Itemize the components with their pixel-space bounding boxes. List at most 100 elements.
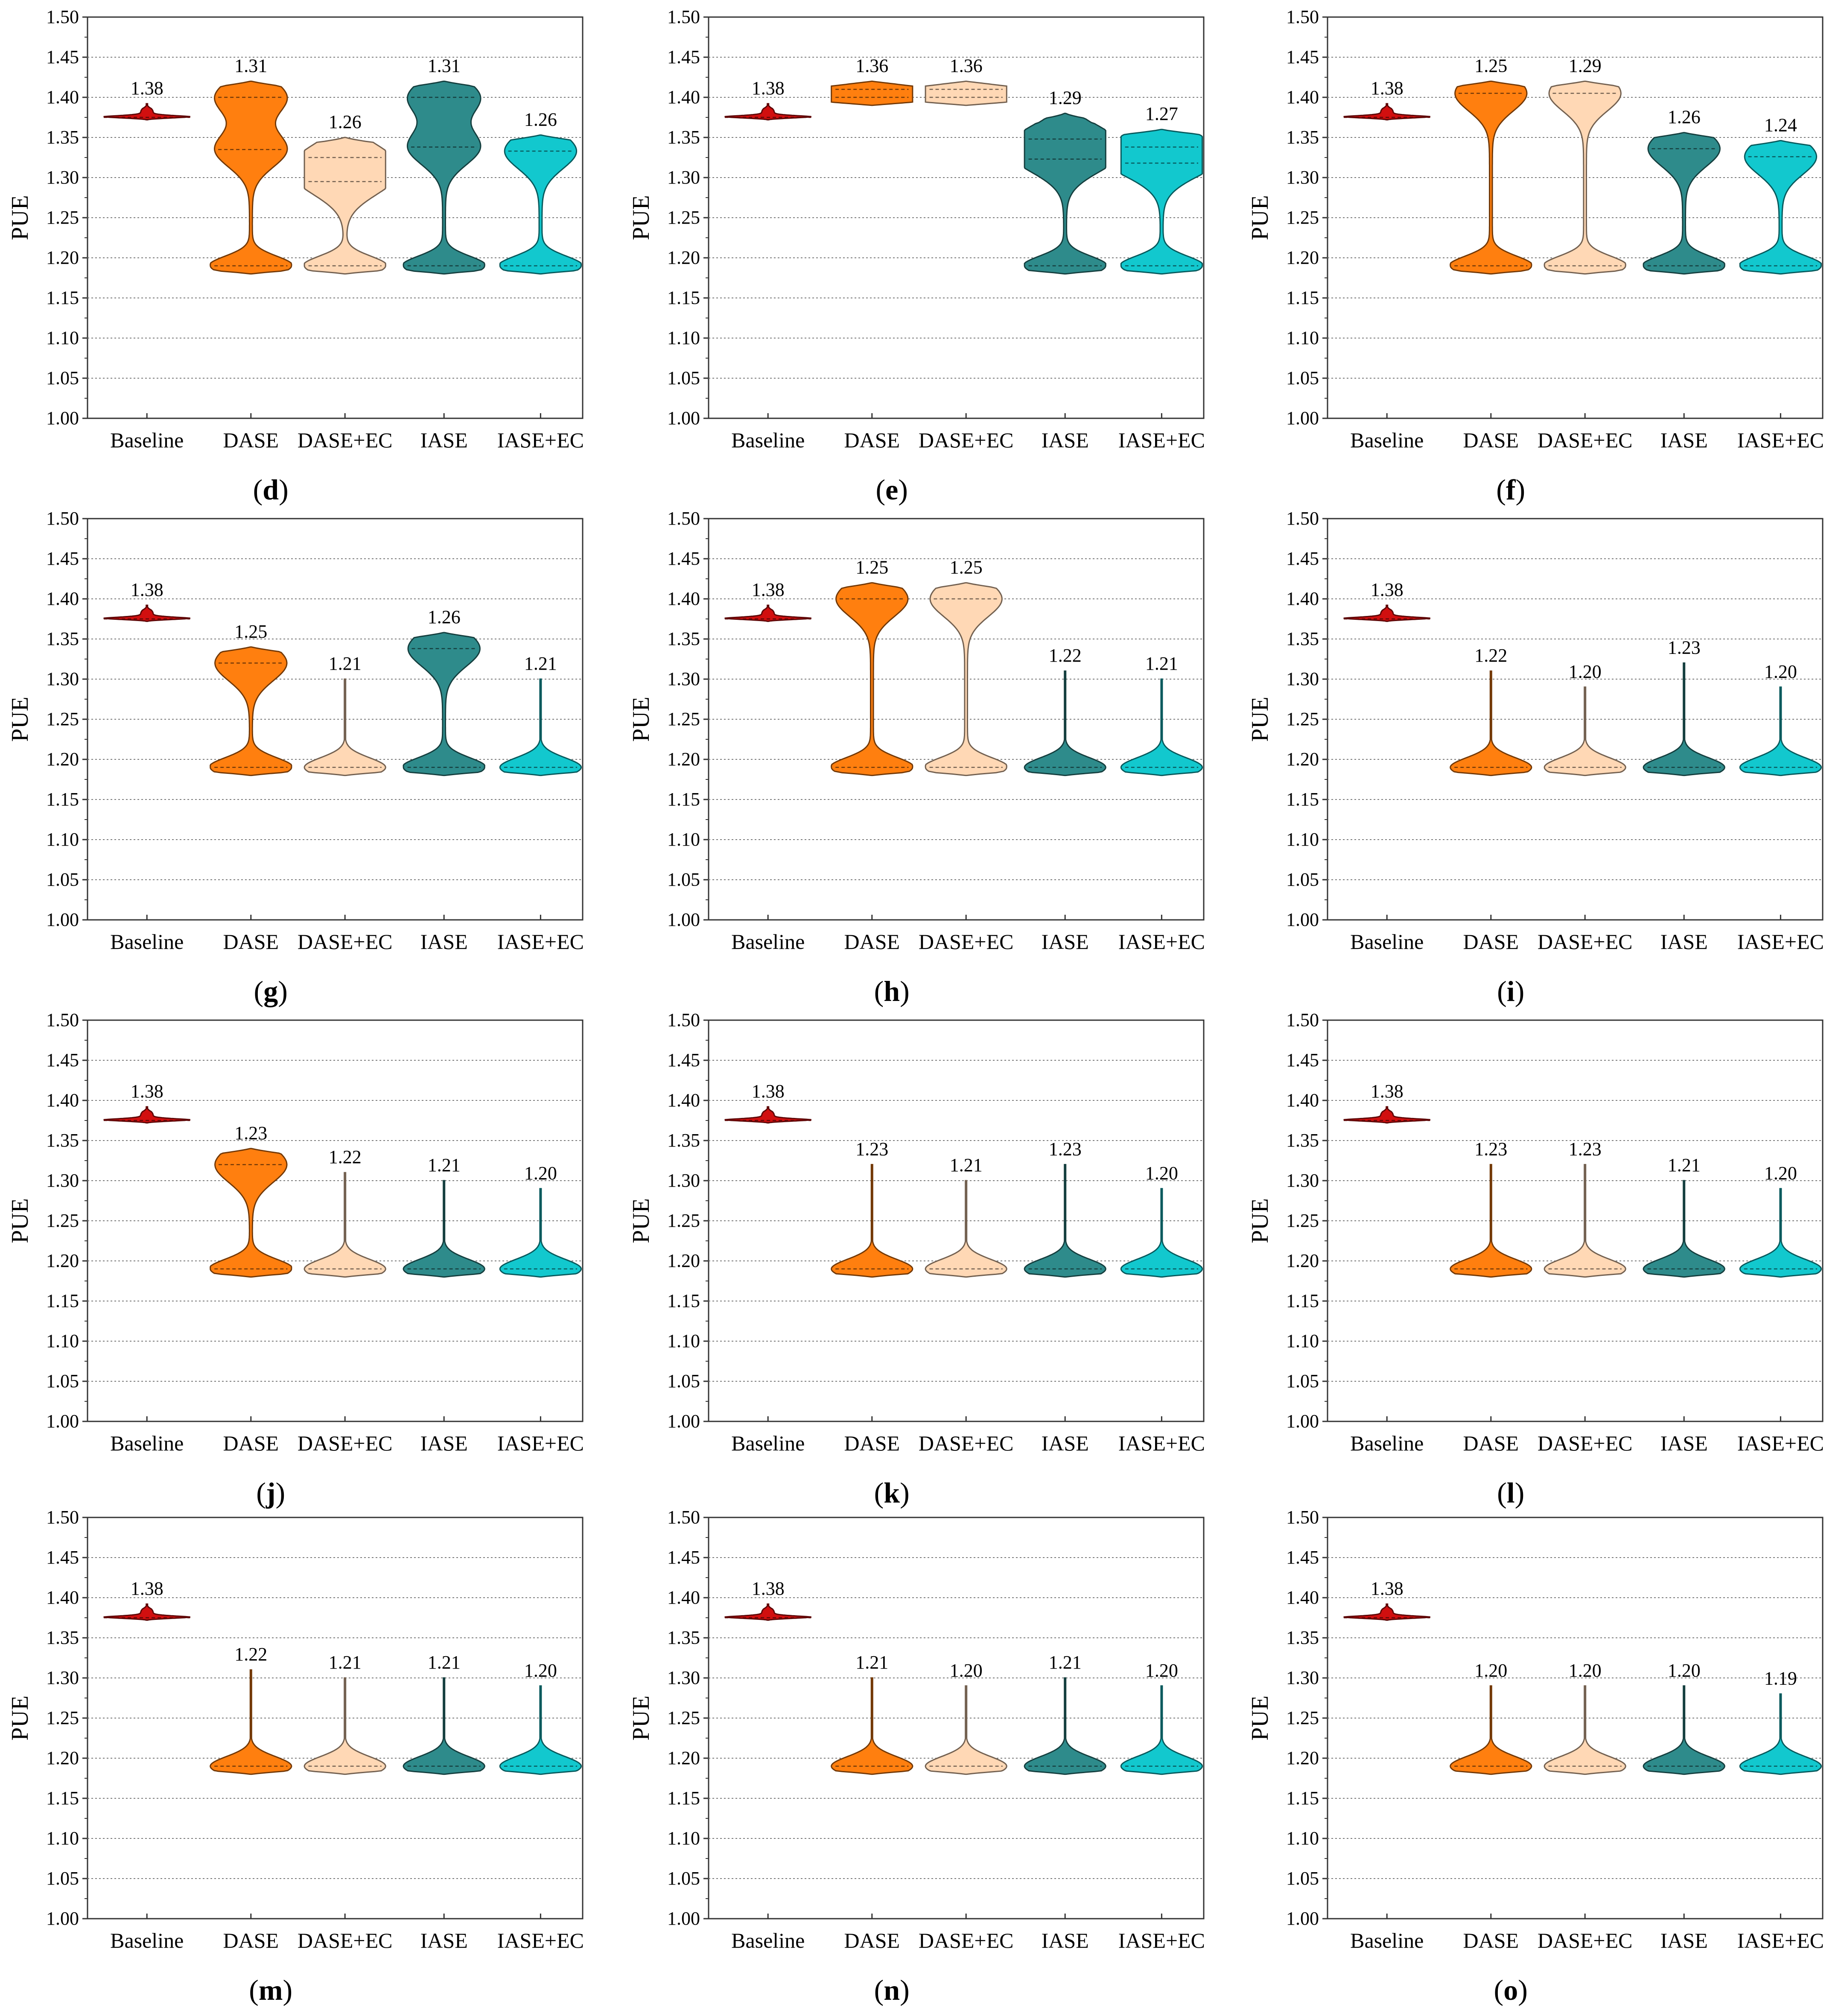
mean-label: 1.20 (1474, 1660, 1507, 1681)
mean-label: 1.36 (950, 55, 983, 76)
mean-label: 1.27 (1145, 103, 1178, 124)
chart-panel-g: 1.00 1.05 1.10 1.15 1.20 1.25 1.30 1.35 1.40 1.45… (7, 508, 584, 1007)
y-tick-label: 1.50 (1286, 508, 1319, 529)
x-tick-label: DASE (1463, 428, 1519, 452)
violin-baseline (1343, 1603, 1431, 1621)
y-tick-label: 1.15 (1286, 789, 1319, 810)
y-tick-label: 1.25 (1286, 207, 1319, 228)
violin-dase-plus-ec (303, 1677, 386, 1775)
y-tick-label: 1.10 (1286, 829, 1319, 850)
y-tick-label: 1.00 (1286, 408, 1319, 429)
y-axis-title: PUE (7, 195, 33, 240)
y-tick-label: 1.45 (667, 1050, 700, 1071)
y-tick-label: 1.50 (46, 1009, 79, 1030)
x-tick-label: IASE (420, 930, 468, 954)
y-tick-label: 1.35 (667, 1130, 700, 1151)
mean-label: 1.38 (1371, 579, 1403, 600)
mean-label: 1.23 (1668, 637, 1701, 658)
y-tick-label: 1.05 (667, 368, 700, 388)
mean-label: 1.20 (1145, 1660, 1178, 1681)
y-axis-title: PUE (628, 1198, 654, 1243)
y-tick-label: 1.45 (46, 47, 79, 67)
y-tick-label: 1.45 (46, 1050, 79, 1071)
y-tick-label: 1.40 (1286, 1090, 1319, 1111)
violin-iase (1024, 1164, 1106, 1278)
violin-dase-plus-ec (925, 80, 1007, 106)
y-tick-label: 1.20 (46, 247, 79, 268)
y-tick-label: 1.30 (46, 1170, 79, 1191)
violin-iase-plus-ec (1739, 1693, 1822, 1775)
y-tick-label: 1.30 (667, 1170, 700, 1191)
violin-iase-plus-ec (499, 134, 582, 275)
y-tick-label: 1.25 (46, 709, 79, 729)
mean-label: 1.38 (1371, 1081, 1403, 1102)
violin-dase-plus-ec (303, 137, 386, 275)
y-tick-label: 1.10 (46, 1828, 79, 1849)
mean-label: 1.19 (1764, 1668, 1797, 1689)
y-tick-label: 1.05 (667, 1371, 700, 1392)
violin-iase (1643, 662, 1725, 776)
y-tick-label: 1.25 (46, 1707, 79, 1728)
violin-dase (1450, 1164, 1532, 1278)
panel-label: (f) (1496, 473, 1525, 506)
y-tick-label: 1.20 (667, 1250, 700, 1271)
mean-label: 1.38 (131, 1081, 163, 1102)
mean-label: 1.38 (752, 1081, 785, 1102)
mean-label: 1.38 (752, 78, 785, 99)
mean-label: 1.23 (234, 1123, 267, 1144)
y-axis-title: PUE (7, 697, 33, 742)
y-tick-label: 1.05 (1286, 368, 1319, 388)
violin-dase (210, 80, 292, 275)
mean-label: 1.29 (1569, 55, 1602, 76)
y-tick-label: 1.25 (46, 1210, 79, 1231)
mean-label: 1.21 (855, 1652, 888, 1673)
y-tick-label: 1.15 (1286, 1788, 1319, 1809)
y-tick-label: 1.30 (1286, 668, 1319, 689)
violin-dase (1450, 670, 1532, 776)
y-tick-label: 1.00 (667, 1908, 700, 1929)
panel-label: (j) (256, 1476, 285, 1509)
x-tick-label: IASE+EC (1118, 930, 1205, 954)
y-tick-label: 1.40 (46, 87, 79, 108)
y-tick-label: 1.30 (46, 167, 79, 188)
y-tick-label: 1.40 (667, 87, 700, 108)
x-tick-label: IASE (1660, 930, 1708, 954)
violin-baseline (724, 1603, 812, 1621)
x-tick-label: IASE+EC (1118, 428, 1205, 452)
x-tick-label: IASE+EC (497, 1431, 584, 1455)
y-tick-label: 1.00 (1286, 1908, 1319, 1929)
x-tick-label: IASE (1660, 1431, 1708, 1455)
x-tick-label: IASE (420, 1431, 468, 1455)
y-tick-label: 1.15 (1286, 287, 1319, 308)
violin-iase (1643, 132, 1725, 275)
x-tick-label: Baseline (731, 930, 805, 954)
mean-label: 1.20 (524, 1163, 557, 1184)
y-tick-label: 1.25 (667, 1210, 700, 1231)
y-tick-label: 1.20 (667, 247, 700, 268)
chart-panel-l: 1.00 1.05 1.10 1.15 1.20 1.25 1.30 1.35 1.40 1.45… (1247, 1009, 1824, 1509)
x-tick-label: IASE (1042, 930, 1089, 954)
mean-label: 1.22 (1049, 645, 1082, 666)
violin-iase-plus-ec (499, 678, 582, 776)
panel-label: (e) (875, 473, 908, 506)
mean-label: 1.23 (1049, 1138, 1082, 1159)
y-tick-label: 1.50 (667, 508, 700, 529)
y-tick-label: 1.40 (46, 1587, 79, 1608)
violin-iase-plus-ec (1120, 1685, 1203, 1775)
mean-label: 1.20 (1668, 1660, 1701, 1681)
y-tick-label: 1.25 (1286, 1210, 1319, 1231)
x-tick-label: DASE (223, 930, 279, 954)
panel-label: (m) (249, 1974, 292, 2006)
violin-dase (831, 80, 913, 106)
x-tick-label: IASE (420, 1928, 468, 1952)
y-tick-label: 1.40 (667, 1587, 700, 1608)
violin-iase (1024, 670, 1106, 776)
y-tick-label: 1.00 (1286, 1411, 1319, 1432)
y-tick-label: 1.30 (1286, 167, 1319, 188)
mean-label: 1.20 (1764, 661, 1797, 682)
y-tick-label: 1.35 (46, 628, 79, 649)
mean-label: 1.21 (1668, 1155, 1701, 1176)
panel-label: (d) (253, 473, 289, 506)
y-tick-label: 1.35 (667, 1627, 700, 1648)
